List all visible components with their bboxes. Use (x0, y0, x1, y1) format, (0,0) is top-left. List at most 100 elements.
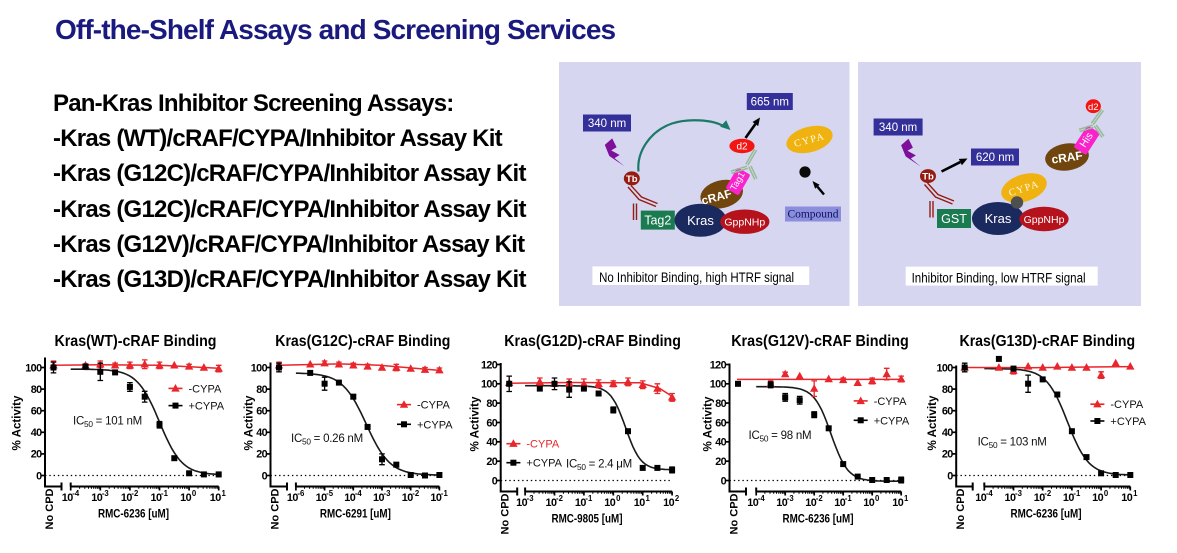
svg-text:No CPD: No CPD (955, 488, 967, 529)
svg-text:-4: -4 (355, 489, 363, 498)
svg-text:-3: -3 (384, 489, 392, 498)
svg-text:10: 10 (634, 497, 646, 509)
svg-text:% Activity: % Activity (925, 395, 939, 450)
svg-text:-1: -1 (585, 494, 593, 503)
svg-text:10: 10 (776, 497, 788, 509)
svg-text:+CYPA: +CYPA (874, 415, 910, 427)
svg-text:100: 100 (25, 362, 42, 374)
svg-text:60: 60 (715, 417, 726, 429)
svg-text:Kras(G12D)-cRAF Binding: Kras(G12D)-cRAF Binding (504, 333, 681, 350)
svg-text:10: 10 (121, 492, 133, 504)
svg-text:Tag2: Tag2 (644, 214, 671, 228)
svg-text:10: 10 (373, 492, 385, 504)
svg-text:10: 10 (892, 497, 904, 509)
svg-text:10: 10 (402, 492, 414, 504)
svg-text:-4: -4 (986, 489, 994, 498)
svg-text:% Activity: % Activity (10, 395, 24, 450)
svg-text:No CPD: No CPD (729, 493, 741, 534)
svg-text:0: 0 (36, 470, 42, 482)
svg-text:10: 10 (545, 497, 557, 509)
svg-text:20: 20 (486, 456, 497, 468)
svg-text:-2: -2 (816, 494, 824, 503)
svg-text:IC50 = 0.26 nM: IC50 = 0.26 nM (291, 433, 363, 446)
svg-text:1: 1 (1133, 489, 1138, 498)
svg-text:Kras(G13D)-cRAF Binding: Kras(G13D)-cRAF Binding (960, 333, 1136, 350)
svg-text:20: 20 (31, 449, 42, 461)
svg-text:80: 80 (942, 384, 953, 396)
svg-text:Kras: Kras (985, 211, 1012, 226)
svg-text:10: 10 (1121, 492, 1133, 504)
svg-text:40: 40 (942, 427, 953, 439)
svg-text:-5: -5 (326, 489, 334, 498)
svg-text:Kras(G12C)-cRAF Binding: Kras(G12C)-cRAF Binding (275, 333, 450, 350)
svg-text:Kras(WT)-cRAF Binding: Kras(WT)-cRAF Binding (55, 333, 217, 350)
svg-text:% Activity: % Activity (701, 396, 715, 451)
svg-text:RMC-6236 [uM]: RMC-6236 [uM] (98, 507, 169, 521)
svg-text:1: 1 (222, 489, 227, 498)
svg-text:1: 1 (904, 494, 909, 503)
svg-text:cRAF: cRAF (1051, 148, 1084, 166)
svg-text:10: 10 (180, 492, 192, 504)
svg-text:-CYPA: -CYPA (1110, 399, 1143, 411)
svg-text:-2: -2 (412, 489, 420, 498)
svg-text:-2: -2 (556, 494, 564, 503)
svg-text:0: 0 (875, 494, 880, 503)
svg-text:20: 20 (715, 456, 726, 468)
svg-text:No CPD: No CPD (500, 493, 512, 534)
svg-text:40: 40 (31, 427, 42, 439)
svg-text:10: 10 (1092, 492, 1104, 504)
svg-text:0: 0 (947, 470, 953, 482)
svg-text:Kras: Kras (687, 213, 714, 228)
svg-text:RMC-6291 [uM]: RMC-6291 [uM] (320, 507, 391, 521)
svg-text:-3: -3 (1015, 489, 1023, 498)
svg-text:0: 0 (616, 494, 621, 503)
svg-text:+CYPA: +CYPA (1110, 416, 1146, 428)
svg-text:Kras(G12V)-cRAF Binding: Kras(G12V)-cRAF Binding (731, 333, 909, 350)
svg-text:1: 1 (646, 494, 651, 503)
svg-text:120: 120 (481, 359, 498, 371)
svg-text:-1: -1 (161, 489, 169, 498)
svg-text:10: 10 (1063, 492, 1075, 504)
svg-text:10: 10 (150, 492, 162, 504)
svg-text:+CYPA: +CYPA (417, 419, 453, 431)
svg-text:RMC-9805 [uM]: RMC-9805 [uM] (552, 512, 623, 526)
svg-text:10: 10 (863, 497, 875, 509)
svg-text:0: 0 (1104, 489, 1109, 498)
svg-text:-3: -3 (102, 489, 110, 498)
svg-text:40: 40 (715, 437, 726, 449)
svg-text:IC50 = 101 nM: IC50 = 101 nM (73, 416, 142, 429)
svg-text:10: 10 (62, 492, 74, 504)
svg-text:IC50 = 2.4 μM: IC50 = 2.4 μM (566, 459, 632, 472)
svg-text:120: 120 (710, 359, 727, 371)
svg-text:0: 0 (721, 475, 727, 487)
svg-text:-CYPA: -CYPA (417, 400, 450, 412)
svg-text:100: 100 (481, 379, 498, 391)
svg-text:-4: -4 (72, 489, 80, 498)
svg-text:10: 10 (316, 492, 328, 504)
svg-text:340 nm: 340 nm (879, 122, 917, 134)
svg-text:2: 2 (675, 494, 680, 503)
svg-text:665 nm: 665 nm (751, 97, 789, 109)
svg-text:100: 100 (710, 379, 727, 391)
svg-text:Compound: Compound (787, 209, 838, 221)
svg-text:10: 10 (805, 497, 817, 509)
svg-text:10: 10 (287, 492, 299, 504)
svg-text:80: 80 (715, 398, 726, 410)
svg-text:-2: -2 (1044, 489, 1052, 498)
svg-text:10: 10 (1034, 492, 1046, 504)
svg-text:-1: -1 (845, 494, 853, 503)
svg-text:10: 10 (663, 497, 675, 509)
svg-text:GppNHp: GppNHp (1024, 214, 1065, 226)
svg-text:Tb: Tb (922, 172, 934, 183)
svg-text:80: 80 (31, 384, 42, 396)
svg-text:20: 20 (256, 449, 267, 461)
svg-text:-4: -4 (758, 494, 766, 503)
svg-text:10: 10 (91, 492, 103, 504)
svg-text:-CYPA: -CYPA (189, 383, 222, 395)
svg-text:40: 40 (256, 427, 267, 439)
svg-text:GppNHp: GppNHp (724, 217, 765, 229)
svg-text:-3: -3 (787, 494, 795, 503)
svg-text:620 nm: 620 nm (976, 152, 1014, 164)
svg-text:d2: d2 (736, 142, 748, 153)
svg-text:10: 10 (516, 497, 528, 509)
